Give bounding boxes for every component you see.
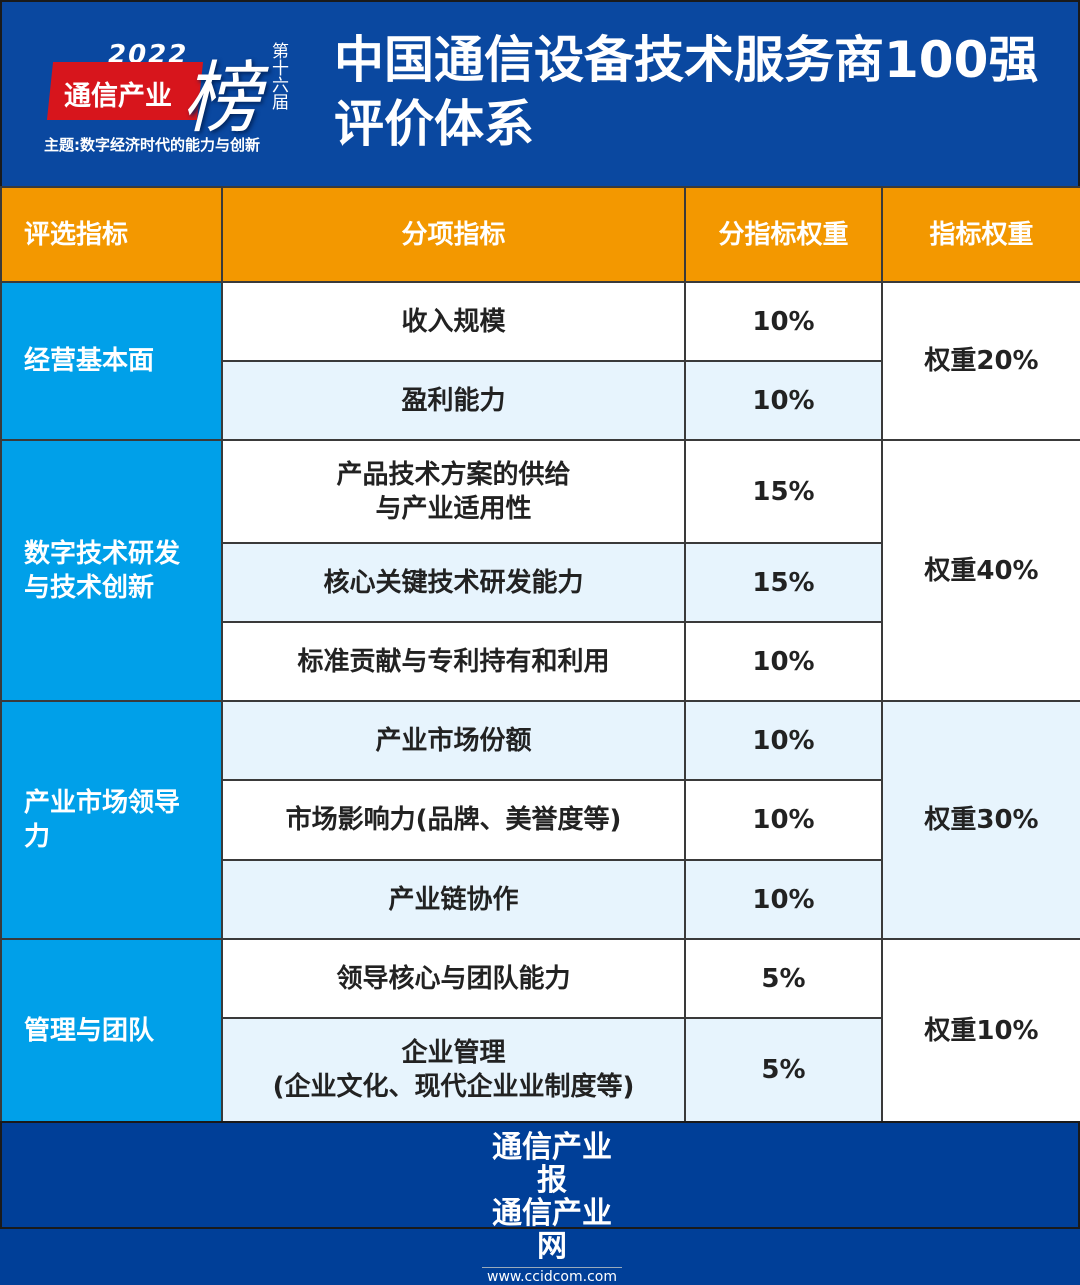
- indicator-weight-cell: 权重10%: [881, 938, 1080, 1123]
- sub-weight-cell: 5%: [684, 1017, 883, 1123]
- table-row: 盈利能力 10%: [1, 360, 1080, 441]
- title-line-2: 评价体系: [334, 95, 534, 153]
- column-header: 指标权重: [881, 186, 1080, 283]
- sub-indicator-cell: 产业链协作: [221, 859, 686, 940]
- logo-theme: 主题:数字经济时代的能力与创新: [44, 136, 261, 154]
- footer: 通信产业报 通信产业网 www.ccidcom.com: [0, 1121, 1080, 1285]
- evaluation-table: 评选指标 分项指标 分指标权重 指标权重 经营基本面 收入规模 10% 权重20% 盈利…: [0, 186, 1080, 1123]
- sub-weight-cell: 10%: [684, 779, 883, 861]
- column-header: 评选指标: [0, 186, 223, 283]
- indicator-weight-cell: 权重40%: [881, 439, 1080, 702]
- column-header: 分指标权重: [684, 186, 883, 283]
- indicator-weight-cell: 权重20%: [881, 281, 1080, 441]
- table-row: 产业市场领导力 产业市场份额 10% 权重30%: [0, 700, 1080, 940]
- table-row: 产业链协作 10%: [1, 859, 1080, 940]
- sub-indicator-cell: 标准贡献与专利持有和利用: [221, 621, 686, 702]
- sub-indicator-cell: 盈利能力: [221, 360, 686, 441]
- sub-weight-cell: 10%: [684, 859, 883, 940]
- table-row: 企业管理 (企业文化、现代企业业制度等) 5%: [1, 1017, 1080, 1123]
- event-logo: 2022 通信产业 榜 第十六届 主题:数字经济时代的能力与创新: [40, 34, 300, 164]
- sub-weight-cell: 10%: [684, 360, 883, 441]
- sub-indicator-cell: 市场影响力(品牌、美誉度等): [221, 779, 686, 861]
- sub-weight-cell: 15%: [684, 439, 883, 544]
- sub-weight-cell: 10%: [684, 700, 883, 781]
- logo-brand: 通信产业: [64, 81, 172, 112]
- logo-edition: 第十六届: [268, 42, 288, 110]
- title-line-1: 中国通信设备技术服务商100强: [334, 31, 1039, 89]
- table-row: 核心关键技术研发能力 15%: [1, 542, 1080, 623]
- logo-bang: 榜: [182, 54, 261, 144]
- publisher-site-name: 通信产业网: [492, 1196, 612, 1264]
- table-row: 数字技术研发与技术创新 产品技术方案的供给 与产业适用性 15% 权重40%: [0, 439, 1080, 702]
- sub-indicator-cell: 产业市场份额: [221, 700, 686, 781]
- header-banner: 2022 通信产业 榜 第十六届 主题:数字经济时代的能力与创新 中国通信设备技…: [0, 0, 1080, 186]
- sub-weight-cell: 10%: [684, 621, 883, 702]
- table-row: 经营基本面 收入规模 10% 权重20%: [0, 281, 1080, 441]
- publisher-url: www.ccidcom.com: [482, 1267, 622, 1285]
- category-cell: 数字技术研发与技术创新: [0, 439, 223, 702]
- sub-weight-cell: 5%: [684, 938, 883, 1019]
- category-cell: 管理与团队: [0, 938, 223, 1123]
- table-row: 管理与团队 领导核心与团队能力 5% 权重10%: [0, 938, 1080, 1123]
- sub-indicator-cell: 收入规模: [221, 281, 686, 362]
- table-row: 标准贡献与专利持有和利用 10%: [1, 621, 1080, 702]
- sub-indicator-cell: 领导核心与团队能力: [221, 938, 686, 1019]
- sub-weight-cell: 10%: [684, 281, 883, 362]
- sub-indicator-cell: 核心关键技术研发能力: [221, 542, 686, 623]
- category-cell: 产业市场领导力: [0, 700, 223, 940]
- sub-weight-cell: 15%: [684, 542, 883, 623]
- sub-indicator-cell: 企业管理 (企业文化、现代企业业制度等): [221, 1017, 686, 1123]
- publisher-name: 通信产业报: [492, 1130, 612, 1198]
- sub-indicator-cell: 产品技术方案的供给 与产业适用性: [221, 439, 686, 544]
- category-cell: 经营基本面: [0, 281, 223, 441]
- indicator-weight-cell: 权重30%: [881, 700, 1080, 940]
- table-row: 市场影响力(品牌、美誉度等) 10%: [1, 779, 1080, 861]
- table-header-row: 评选指标 分项指标 分指标权重 指标权重: [0, 186, 1080, 283]
- column-header: 分项指标: [221, 186, 686, 283]
- publisher-logo: 通信产业报 通信产业网 www.ccidcom.com: [482, 1131, 622, 1285]
- page-title: 中国通信设备技术服务商100强 评价体系: [334, 28, 1074, 156]
